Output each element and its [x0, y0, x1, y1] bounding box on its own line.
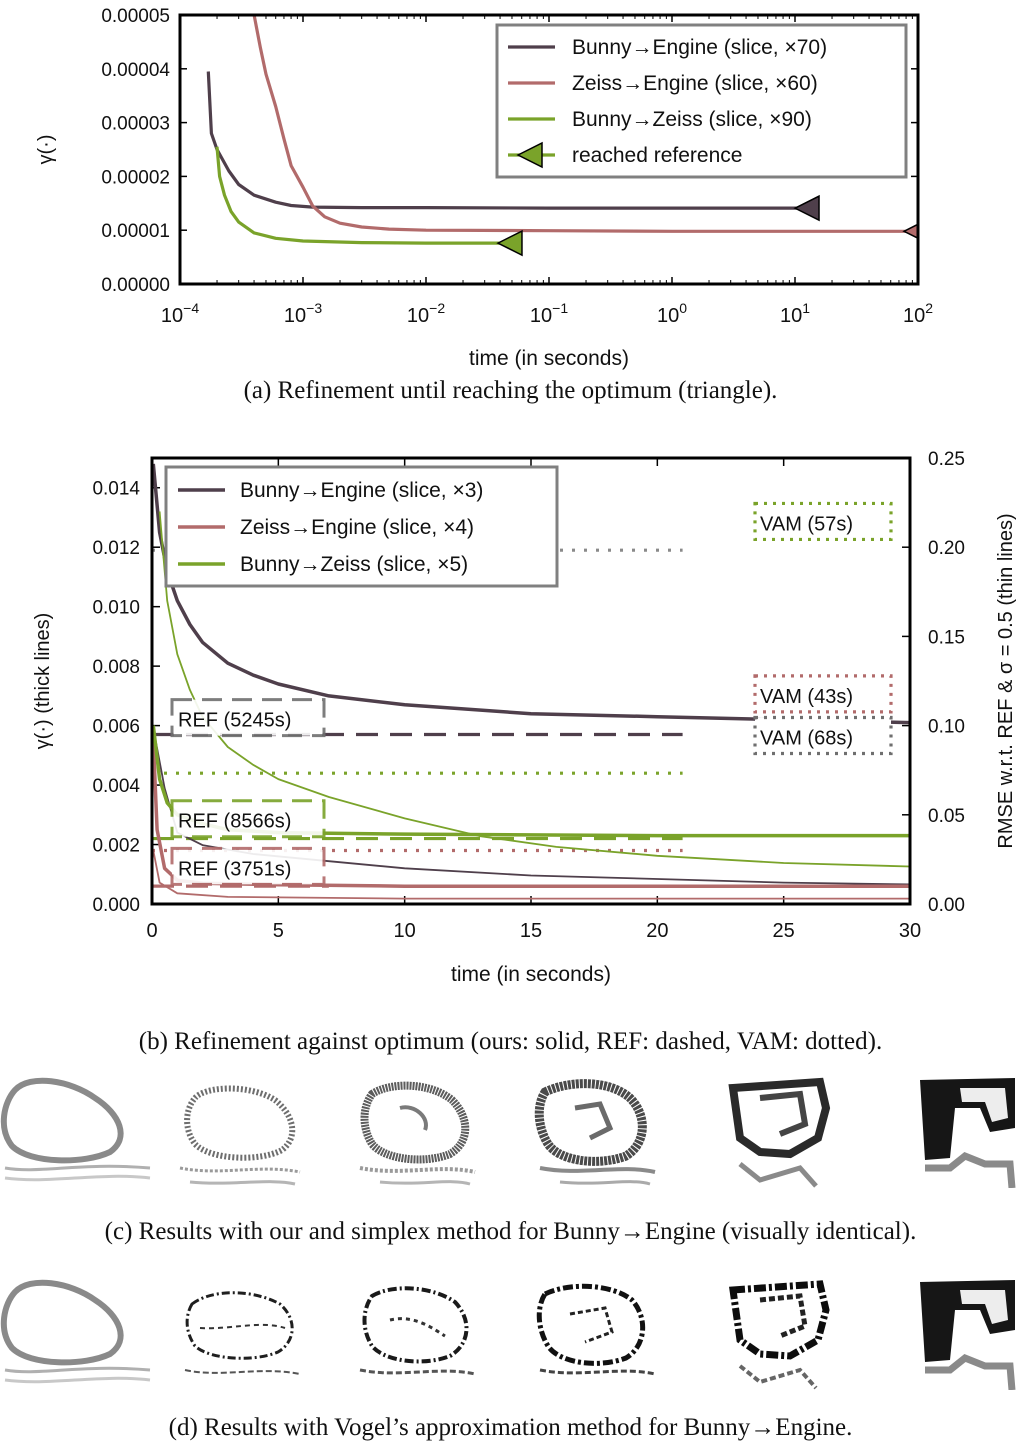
vam-label-box: [753, 715, 893, 756]
legend-label-1: Bunny→Engine (slice, ×70): [572, 36, 827, 59]
reached-reference-marker-1: [793, 194, 820, 222]
result-image-6: [920, 1078, 1016, 1188]
x-tick-label: 30: [899, 920, 921, 942]
ref-label-2: REF (8566s): [170, 799, 326, 839]
y-tick-label: 0.012: [92, 538, 140, 559]
legend-box-a: [495, 23, 908, 179]
ref-label-box: [170, 846, 326, 886]
result-image-3: [359, 1081, 476, 1186]
legend-a: Bunny→Engine (slice, ×70) Zeiss→Engine (s…: [495, 23, 908, 179]
y2-tick-label: 0.05: [928, 806, 965, 827]
ref-label-text: REF (3751s): [178, 858, 291, 880]
legend-label-1: Bunny→Engine (slice, ×3): [240, 479, 483, 502]
vogel-image-6: [920, 1280, 1016, 1390]
result-image-4: [534, 1079, 656, 1186]
y-tick-label: 0.00004: [101, 60, 170, 81]
y-tick-label: 0.00000: [101, 275, 170, 296]
y-tick-label: 0.008: [92, 657, 140, 678]
x-tick-label: 10−1: [530, 300, 568, 327]
results-strip-vogel: [0, 1279, 1016, 1390]
series-line-6: [158, 511, 910, 868]
legend-label-2: Zeiss→Engine (slice, ×60): [572, 72, 818, 95]
y-axis-label-a: γ(·): [35, 135, 57, 165]
series-group-a: [206, 15, 918, 257]
reached-reference-marker-3: [496, 229, 523, 257]
legend-label-3: Bunny→Zeiss (slice, ×90): [572, 108, 812, 131]
y2-tick-label: 0.25: [928, 449, 965, 470]
plot-frame-a: [178, 13, 920, 286]
y2-tick-label: 0.15: [928, 627, 965, 648]
x-tick-label: 102: [903, 300, 933, 327]
x-axis-label-b: time (in seconds): [451, 963, 611, 986]
y-axis-label-b: γ(·) (thick lines): [32, 613, 54, 750]
y-tick-label: 0.00002: [101, 167, 170, 188]
caption-d: (d) Results with Vogel’s approximation m…: [168, 1414, 853, 1441]
ref-label-1: REF (5245s): [170, 698, 326, 738]
ref-label-text: REF (5245s): [178, 710, 291, 732]
y-tick-label: 0.004: [92, 776, 140, 797]
vam-label-text: VAM (43s): [760, 686, 853, 708]
vogel-image-5: [729, 1280, 830, 1390]
vogel-image-4: [536, 1283, 656, 1376]
vogel-image-3: [359, 1286, 476, 1376]
y2-tick-label: 0.00: [928, 895, 965, 916]
vam-label-1: VAM (57s): [753, 501, 893, 542]
vam-label-box: [753, 501, 893, 542]
caption-c: (c) Results with our and simplex method …: [104, 1218, 917, 1245]
y-tick-label: 0.000: [92, 895, 140, 916]
x-tick-label: 0: [146, 920, 157, 942]
series-line-3: [215, 146, 512, 245]
plot-frame-b: [150, 456, 912, 906]
vam-label-2: VAM (43s): [753, 674, 893, 714]
x-tick-label: 10−3: [284, 300, 322, 327]
series-line-4: [152, 850, 910, 900]
x-tick-label: 20: [646, 920, 668, 942]
vogel-image-2: [184, 1291, 301, 1375]
chart-b: 0.0000.0020.0040.0060.0080.0100.0120.014…: [32, 449, 1017, 986]
y-tick-label: 0.014: [92, 479, 140, 500]
ref-label-text: REF (8566s): [178, 811, 291, 833]
ref-label-box: [170, 698, 326, 738]
x-tick-label: 100: [657, 300, 687, 327]
legend-box-b: [164, 465, 559, 588]
x-tick-label: 5: [273, 920, 284, 942]
y-tick-label: 0.002: [92, 836, 140, 857]
y-tick-label: 0.00005: [101, 6, 170, 27]
x-tick-label: 15: [520, 920, 542, 942]
vam-label-text: VAM (57s): [760, 513, 853, 535]
x-tick-label: 25: [773, 920, 795, 942]
results-strip-simplex: [0, 1077, 1016, 1188]
x-tick-label: 10: [394, 920, 416, 942]
series-line-2: [252, 15, 918, 233]
vogel-image-1: [0, 1279, 151, 1384]
y-tick-label: 0.006: [92, 717, 140, 738]
legend-label-2: Zeiss→Engine (slice, ×4): [240, 516, 474, 539]
ref-label-3: REF (3751s): [170, 846, 326, 886]
y2-tick-label: 0.20: [928, 538, 965, 559]
y2-axis-label-b: RMSE w.r.t. REF & σ = 0.5 (thin lines): [995, 513, 1017, 848]
x-tick-label: 10−2: [407, 300, 445, 327]
y-tick-label: 0.00003: [101, 114, 170, 135]
x-tick-label: 101: [780, 300, 810, 327]
vam-label-text: VAM (68s): [760, 727, 853, 749]
result-image-2: [179, 1085, 301, 1186]
caption-a: (a) Refinement until reaching the optimu…: [243, 377, 778, 404]
vam-label-3: VAM (68s): [753, 715, 893, 756]
y-tick-label: 0.010: [92, 598, 140, 619]
legend-marker: [516, 141, 543, 169]
result-image-5: [728, 1077, 831, 1188]
reached-reference-marker-2: [902, 223, 918, 240]
ref-label-box: [170, 799, 326, 839]
result-image-1: [0, 1077, 151, 1182]
legend-label-4: reached reference: [572, 144, 742, 167]
legend-b: Bunny→Engine (slice, ×3) Zeiss→Engine (sl…: [164, 465, 559, 588]
x-tick-label: 10−4: [161, 300, 199, 327]
legend-label-3: Bunny→Zeiss (slice, ×5): [240, 553, 468, 576]
chart-a: 0.00000 0.00001 0.00002 0.00003 0.00004 0.000…: [35, 6, 933, 370]
caption-b: (b) Refinement against optimum (ours: so…: [138, 1028, 883, 1055]
vam-label-box: [753, 674, 893, 714]
y-tick-label: 0.00001: [101, 221, 170, 242]
y2-tick-label: 0.10: [928, 717, 965, 738]
x-axis-label-a: time (in seconds): [469, 347, 629, 370]
